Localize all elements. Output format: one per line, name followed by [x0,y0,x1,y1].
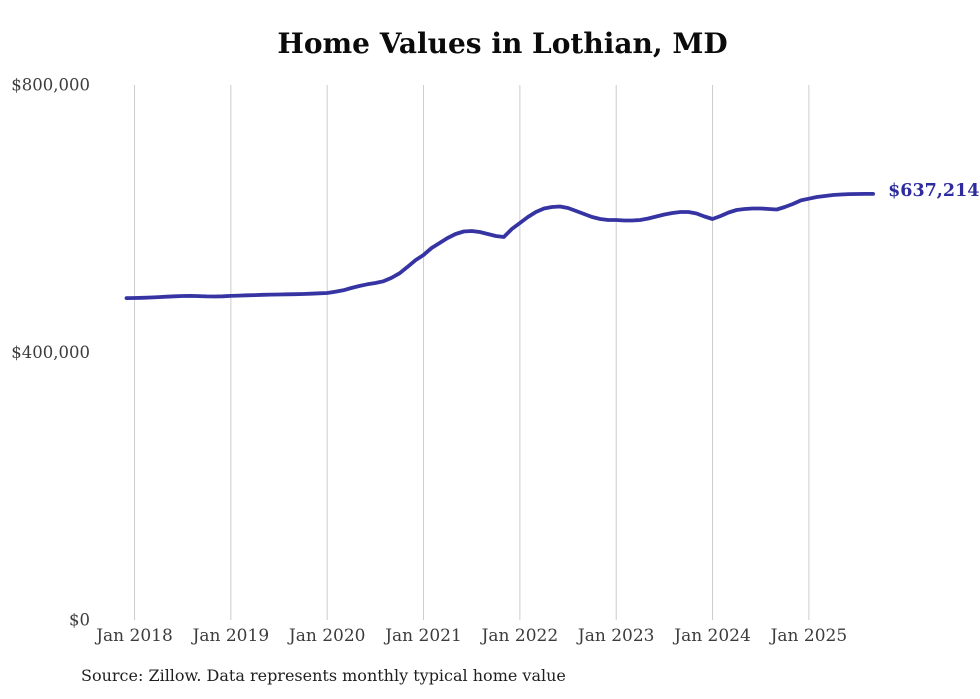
x-tick-label: Jan 2022 [480,626,559,646]
x-tick-label: Jan 2021 [383,626,462,646]
x-tick-label: Jan 2024 [672,626,751,646]
chart-title: Home Values in Lothian, MD [277,27,728,60]
source-note: Source: Zillow. Data represents monthly … [81,666,566,685]
x-tick-label: Jan 2019 [191,626,270,646]
x-axis-labels: Jan 2018 Jan 2019 Jan 2020 Jan 2021 Jan 2022… [94,626,847,646]
x-tick-label: Jan 2020 [287,626,366,646]
value-line [124,192,875,300]
y-axis-labels: $0 $400,000 $800,000 [11,76,90,630]
end-value-label: $637,214 [888,181,979,201]
x-tick-label: Jan 2018 [94,626,173,646]
y-tick-label: $400,000 [11,343,90,362]
x-tick-label: Jan 2025 [769,626,848,646]
y-tick-label: $0 [69,611,90,630]
gridlines [134,85,810,620]
y-tick-label: $800,000 [11,76,90,95]
x-tick-label: Jan 2023 [576,626,655,646]
